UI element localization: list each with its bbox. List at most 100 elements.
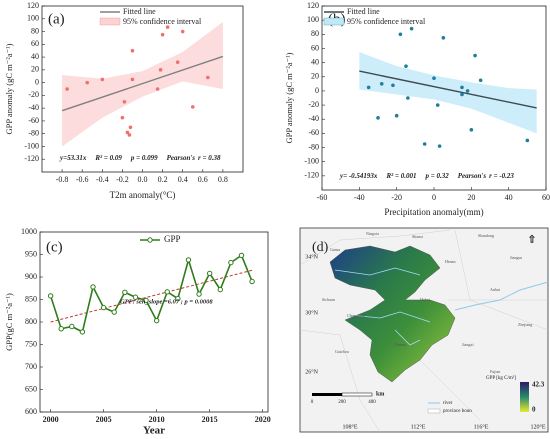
point [406,96,410,100]
legend-swatch [99,17,121,26]
legend-label: Fitted line [347,7,380,16]
point [206,270,213,277]
x-tick-label: 2015 [202,415,218,424]
point [100,77,105,82]
annotation-part: p = 0.32 [424,172,449,180]
point [155,87,160,91]
point [422,142,427,146]
y-tick-label: 60 [31,39,39,48]
place-name: Fujian [490,369,500,374]
point [394,113,399,118]
legend-label: Fitted line [123,7,156,16]
y-tick-label: -60 [28,116,39,125]
x-tick-label: 0.4 [178,175,188,184]
y-tick-label: -100 [24,141,39,150]
place-name: Henan [445,259,455,264]
y-tick-label: -80 [308,142,319,151]
y-tick-label: 0 [315,86,319,95]
annotation-part: r = 0.38 [198,154,221,162]
point [180,29,185,34]
place-name: Hubei [420,297,431,302]
colorbar-title: GPP [kg C/m²] [486,375,516,381]
legend-label: GPP [164,234,181,244]
point [249,278,255,285]
fit-line [61,55,224,112]
y-tick-label: 600 [25,407,37,416]
point [79,329,86,335]
point [376,116,380,120]
y-tick-label: 100 [27,14,39,23]
y-tick-label: -20 [308,100,319,109]
legend-label: river [443,401,453,406]
point [160,32,165,37]
point [460,92,464,97]
point [437,144,442,148]
point [398,32,403,37]
y-tick-label: 850 [25,294,37,303]
point [122,289,128,295]
point [238,252,245,259]
place-name: Zhejiang [518,322,532,327]
place-name: Gansu [330,247,340,252]
x-tick-label: -40 [354,193,365,202]
point [460,85,464,90]
annotation-part: Pearson's [167,154,196,162]
point [58,326,64,332]
point [130,48,135,53]
x-axis-title: T2m anomaly(°C) [110,190,176,200]
lon-label: 120°E [530,423,545,430]
y-tick-label: -80 [28,129,39,138]
plot-frame [41,5,244,173]
legend-swatch [427,408,441,414]
y-tick-label: 950 [25,249,37,258]
point [164,289,170,295]
scale-label: 400 [368,400,376,405]
x-axis-title: Year [143,425,165,437]
y-axis-title: GPP(gC m⁻²a⁻¹) [4,293,14,351]
y-tick-label: 60 [311,43,319,52]
point [206,75,210,80]
legend-label: 95% confidence interval [123,17,202,26]
point [127,133,132,137]
point [441,36,446,40]
x-tick-label: 2010 [149,415,165,424]
y-tick-label: 700 [25,362,37,371]
y-tick-label: 1000 [21,227,37,236]
x-tick-label: 0 [432,193,436,202]
annotation: GPP: sen_slope =6.07 ; p = 0.0008 [120,298,213,305]
series-line [49,254,253,334]
point [469,128,474,132]
x-tick-label: 0.8 [218,175,228,184]
lat-label: 30°N [305,309,318,316]
legend-swatch [147,237,153,243]
y-tick-label: -120 [304,171,319,180]
y-axis-title: GPP anomaly (gC m⁻²a⁻¹) [4,43,14,134]
point [217,286,223,293]
x-tick-label: -0.2 [116,175,129,184]
river [454,281,549,311]
y-tick-label: 40 [31,52,39,61]
legend-label: 95% confidence interval [347,17,426,26]
x-tick-label: -60 [317,193,328,202]
y-tick-label: 20 [31,65,39,74]
legend-label: province boun [443,409,472,414]
annotation-part: Pearson's [458,172,487,180]
y-tick-label: -120 [24,154,39,163]
y-tick-label: 120 [307,1,319,10]
annotation-part: R² = 0.09 [94,154,122,162]
plot-frame [321,5,547,191]
point [175,295,181,302]
scale-label: 200 [338,400,346,405]
colorbar-label: 0 [532,406,536,414]
x-tick-label: 2005 [96,415,112,424]
place-name: Shandong [478,233,494,238]
lon-label: 108°E [342,423,357,430]
point [366,85,371,90]
x-tick-label: -0.6 [76,175,89,184]
x-tick-label: -0.8 [56,175,69,184]
point [404,64,408,68]
x-tick-label: -20 [391,193,402,202]
point [100,304,107,311]
y-tick-label: -40 [308,114,319,123]
